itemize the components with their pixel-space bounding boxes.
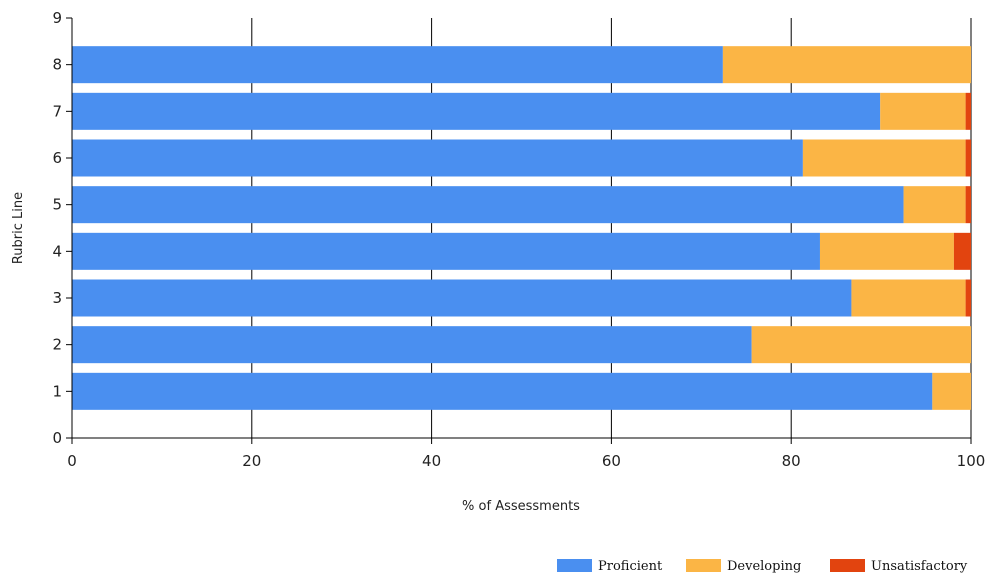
legend-swatch-developing bbox=[686, 559, 721, 572]
bar-line-5-unsatisfactory bbox=[965, 186, 971, 224]
bars bbox=[72, 46, 971, 410]
bar-line-3-unsatisfactory bbox=[965, 279, 971, 317]
bar-line-7-unsatisfactory bbox=[965, 92, 971, 130]
y-tick-label-4: 4 bbox=[52, 242, 62, 260]
y-tick-label-1: 1 bbox=[52, 382, 62, 400]
x-axis-title: % of Assessments bbox=[462, 499, 580, 514]
legend-label-developing: Developing bbox=[727, 559, 801, 574]
x-tick-label-5: 100 bbox=[957, 452, 986, 470]
bar-line-3-proficient bbox=[72, 279, 852, 317]
bar-line-5-developing bbox=[903, 186, 966, 224]
x-tick-label-0: 0 bbox=[67, 452, 77, 470]
y-tick-label-2: 2 bbox=[52, 336, 62, 354]
bar-line-2-developing bbox=[751, 326, 971, 364]
bar-line-6-unsatisfactory bbox=[965, 139, 971, 177]
bar-line-8-proficient bbox=[72, 46, 723, 84]
x-tick-label-4: 80 bbox=[782, 452, 801, 470]
bar-line-4-unsatisfactory bbox=[953, 232, 971, 270]
y-tick-label-5: 5 bbox=[52, 196, 62, 214]
bar-line-6-developing bbox=[802, 139, 966, 177]
bar-line-3-developing bbox=[851, 279, 966, 317]
legend: Proficient Developing Unsatisfactory bbox=[557, 559, 968, 574]
y-tick-label-9: 9 bbox=[52, 9, 62, 27]
y-axis-title: Rubric Line bbox=[11, 192, 26, 264]
legend-label-unsatisfactory: Unsatisfactory bbox=[871, 559, 968, 574]
bar-line-7-proficient bbox=[72, 92, 881, 130]
bar-line-2-proficient bbox=[72, 326, 752, 364]
y-tick-label-8: 8 bbox=[52, 56, 62, 74]
bar-line-1-proficient bbox=[72, 372, 933, 410]
bar-line-8-developing bbox=[722, 46, 971, 84]
y-tick-label-6: 6 bbox=[52, 149, 62, 167]
bar-line-7-developing bbox=[880, 92, 966, 130]
x-tick-label-2: 40 bbox=[422, 452, 441, 470]
bar-line-4-developing bbox=[819, 232, 954, 270]
legend-label-proficient: Proficient bbox=[598, 559, 663, 574]
bar-line-6-proficient bbox=[72, 139, 803, 177]
y-tick-label-3: 3 bbox=[52, 289, 62, 307]
x-tick-label-1: 20 bbox=[242, 452, 261, 470]
bar-line-4-proficient bbox=[72, 232, 820, 270]
bar-line-5-proficient bbox=[72, 186, 904, 224]
tick-labels: 0 1 2 3 4 5 6 7 8 9 0 20 40 60 80 100 bbox=[52, 9, 985, 470]
legend-swatch-unsatisfactory bbox=[830, 559, 865, 572]
legend-swatch-proficient bbox=[557, 559, 592, 572]
y-tick-label-0: 0 bbox=[52, 429, 62, 447]
y-tick-label-7: 7 bbox=[52, 102, 62, 120]
axes bbox=[71, 18, 971, 439]
x-tick-label-3: 60 bbox=[602, 452, 621, 470]
bar-line-1-developing bbox=[932, 372, 971, 410]
